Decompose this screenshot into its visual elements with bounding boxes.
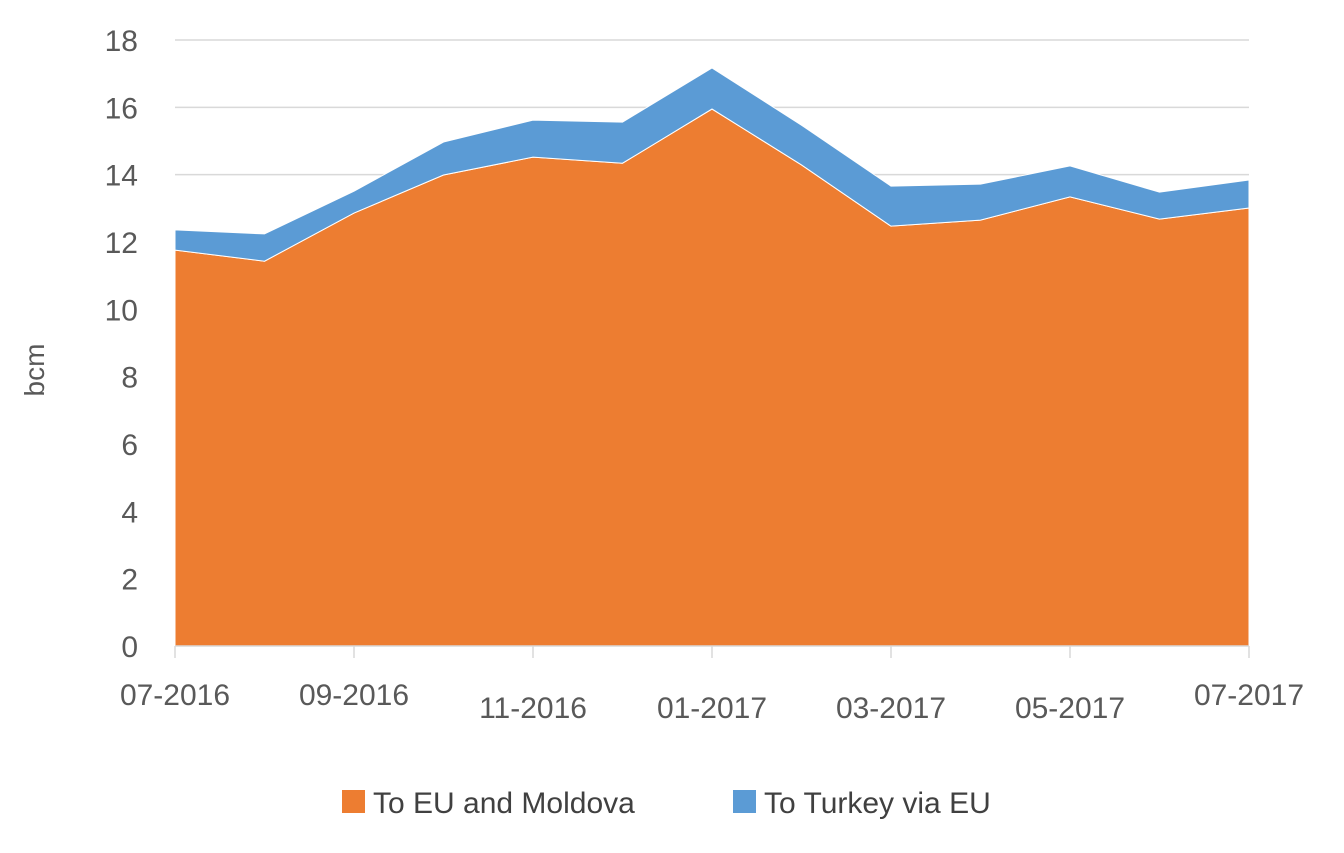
x-tick-label: 05-2017 <box>1015 692 1125 725</box>
x-tick-label: 07-2016 <box>120 679 230 712</box>
legend-label: To Turkey via EU <box>764 787 991 820</box>
y-tick-label: 2 <box>121 564 138 597</box>
y-tick-label: 16 <box>105 92 138 125</box>
area-series-2 <box>174 67 1250 262</box>
x-tick-label: 07-2017 <box>1194 679 1304 712</box>
x-tick-label: 03-2017 <box>836 692 946 725</box>
legend-label: To EU and Moldova <box>373 787 635 820</box>
legend-swatch <box>342 790 365 813</box>
y-tick-label: 10 <box>105 294 138 327</box>
y-tick-label: 14 <box>105 160 138 193</box>
legend-item: To Turkey via EU <box>733 787 991 820</box>
y-tick-label: 8 <box>121 362 138 395</box>
y-tick-label: 12 <box>105 227 138 260</box>
x-tick-label: 01-2017 <box>657 692 767 725</box>
legend-item: To EU and Moldova <box>342 787 635 820</box>
y-tick-label: 6 <box>121 429 138 462</box>
y-tick-label: 0 <box>121 631 138 664</box>
y-tick-label: 18 <box>105 25 138 58</box>
x-tick-label: 11-2016 <box>479 692 587 725</box>
y-axis-label: bcm <box>19 344 50 397</box>
legend-swatch <box>733 790 756 813</box>
y-tick-label: 4 <box>121 496 138 529</box>
x-tick-label: 09-2016 <box>299 679 409 712</box>
